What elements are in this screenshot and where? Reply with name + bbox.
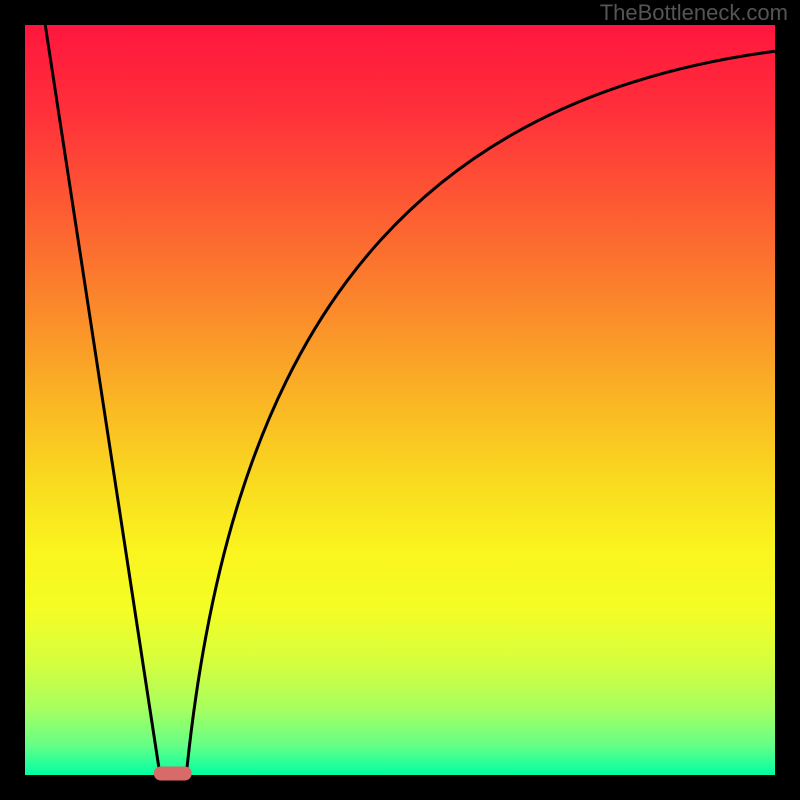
- chart-plot-area: [25, 25, 775, 775]
- bottleneck-chart: [0, 0, 800, 800]
- watermark-text: TheBottleneck.com: [600, 0, 788, 26]
- optimal-marker: [154, 767, 192, 781]
- chart-container: TheBottleneck.com: [0, 0, 800, 800]
